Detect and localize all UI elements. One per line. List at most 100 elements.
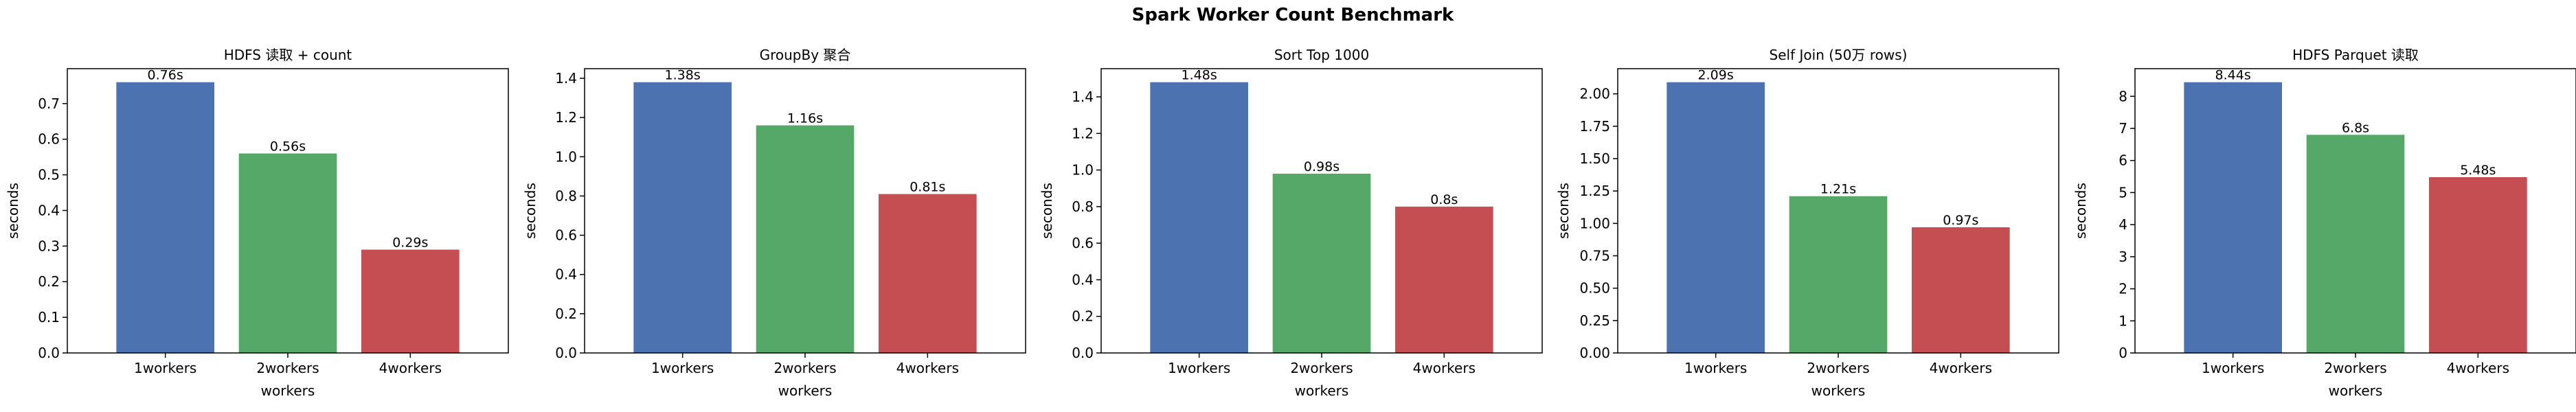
bar-value-label: 1.16s (787, 111, 823, 126)
y-axis-label: seconds (1039, 183, 1055, 239)
bar-2workers (1789, 196, 1888, 353)
x-tick-label: 4workers (1413, 360, 1476, 376)
x-tick-label: 1workers (651, 360, 714, 376)
chart-panel-5: HDFS Parquet 读取 8.44s 1workers 6.8s 2workers… (2072, 47, 2576, 399)
y-tick-label: 0.2 (1072, 308, 1094, 325)
y-tick-label: 1.25 (1579, 183, 1610, 199)
x-tick-label: 2workers (1290, 360, 1353, 376)
y-tick-label: 0.6 (38, 131, 60, 148)
chart-title: HDFS 读取 + count (224, 47, 352, 63)
bar-1workers (1667, 82, 1765, 353)
bar-4workers (361, 249, 460, 353)
y-tick-label: 0.8 (1072, 198, 1094, 215)
y-tick-label: 4 (2119, 216, 2127, 233)
bar-value-label: 0.98s (1304, 159, 1340, 174)
y-tick-label: 0.6 (555, 227, 577, 244)
y-tick-label: 0.5 (38, 167, 60, 183)
bar-value-label: 0.81s (909, 180, 945, 195)
bar-value-label: 6.8s (2342, 120, 2369, 135)
y-tick-label: 0 (2119, 345, 2127, 361)
y-tick-label: 0.2 (38, 273, 60, 290)
y-tick-label: 0.0 (1072, 345, 1094, 361)
y-tick-label: 1.0 (1072, 162, 1094, 179)
y-tick-label: 1.0 (555, 148, 577, 165)
y-tick-label: 1 (2119, 312, 2127, 329)
bar-value-label: 0.97s (1943, 213, 1978, 228)
bar-4workers (1912, 227, 2010, 353)
bar-value-label: 1.21s (1820, 182, 1856, 197)
bar-value-label: 0.29s (392, 236, 428, 251)
y-tick-label: 0.50 (1579, 280, 1610, 297)
y-tick-label: 1.00 (1579, 215, 1610, 231)
y-tick-label: 1.50 (1579, 150, 1610, 167)
y-tick-label: 0.75 (1579, 248, 1610, 264)
chart-title: HDFS Parquet 读取 (2292, 47, 2419, 63)
y-tick-label: 2 (2119, 281, 2127, 297)
x-axis-label: workers (1295, 382, 1349, 399)
chart-title: Self Join (50万 rows) (1770, 47, 1908, 63)
x-tick-label: 1workers (2202, 360, 2264, 376)
axes-frame (1100, 68, 1543, 354)
y-tick-label: 1.2 (1072, 125, 1094, 141)
y-tick-label: 0.0 (38, 345, 60, 361)
bar-2workers (1272, 173, 1371, 353)
axes-frame (584, 68, 1026, 354)
x-tick-label: 1workers (134, 360, 196, 376)
bar-value-label: 1.48s (1182, 68, 1217, 83)
y-tick-label: 1.2 (555, 109, 577, 126)
x-axis-label: workers (261, 382, 315, 399)
x-tick-label: 4workers (379, 360, 442, 376)
x-axis-label: workers (1811, 382, 1866, 399)
bar-value-label: 0.8s (1430, 192, 1458, 207)
y-tick-label: 0.7 (38, 95, 60, 112)
y-tick-label: 0.0 (555, 345, 577, 361)
bar-4workers (1395, 206, 1493, 353)
x-tick-label: 4workers (2447, 360, 2509, 376)
bar-value-label: 5.48s (2460, 163, 2496, 178)
bar-value-label: 0.76s (148, 68, 183, 83)
y-tick-label: 5 (2119, 184, 2127, 201)
chart-panel-4: Self Join (50万 rows) 2.09s 1workers 1.21s 2w… (1555, 47, 2059, 399)
x-tick-label: 2workers (256, 360, 319, 376)
y-tick-label: 0.1 (38, 309, 60, 325)
bar-value-label: 2.09s (1698, 68, 1734, 83)
y-axis-label: seconds (2072, 183, 2089, 239)
bar-value-label: 1.38s (665, 68, 701, 83)
chart-title: Sort Top 1000 (1274, 47, 1369, 63)
bar-4workers (2429, 176, 2527, 353)
y-tick-label: 0.25 (1579, 312, 1610, 329)
bar-1workers (2184, 82, 2282, 353)
y-tick-label: 1.4 (555, 70, 577, 87)
y-tick-label: 0.8 (555, 187, 577, 204)
axes-frame (1617, 68, 2059, 354)
chart-title: GroupBy 聚合 (760, 47, 851, 63)
y-tick-label: 0.00 (1579, 345, 1610, 361)
bar-4workers (879, 194, 977, 353)
y-tick-label: 8 (2119, 88, 2127, 104)
y-tick-label: 0.4 (38, 202, 60, 218)
bar-2workers (2306, 135, 2405, 353)
chart-panels: HDFS 读取 + count0.76s1workers0.56s2worker… (5, 47, 2576, 399)
x-tick-label: 1workers (1168, 360, 1230, 376)
y-tick-label: 0.4 (555, 266, 577, 283)
y-tick-label: 0.6 (1072, 235, 1094, 251)
bar-1workers (633, 82, 732, 353)
bar-2workers (756, 125, 855, 354)
x-tick-label: 2workers (1807, 360, 1869, 376)
y-tick-label: 3 (2119, 249, 2127, 265)
y-tick-label: 7 (2119, 120, 2127, 137)
bar-value-label: 8.44s (2215, 68, 2251, 83)
y-tick-label: 6 (2119, 152, 2127, 169)
x-tick-label: 2workers (2324, 360, 2386, 376)
figure-suptitle: Spark Worker Count Benchmark (1132, 5, 1454, 25)
bar-1workers (116, 82, 214, 353)
x-tick-label: 1workers (1684, 360, 1747, 376)
bar-value-label: 0.56s (270, 139, 306, 154)
y-tick-label: 2.00 (1579, 86, 1610, 102)
x-axis-label: workers (778, 382, 833, 399)
y-tick-label: 1.4 (1072, 89, 1094, 105)
axes-frame (67, 68, 509, 354)
chart-panel-1: HDFS 读取 + count 0.76s 1workers 0.56s 2worker… (5, 47, 509, 399)
y-tick-label: 0.4 (1072, 271, 1094, 288)
